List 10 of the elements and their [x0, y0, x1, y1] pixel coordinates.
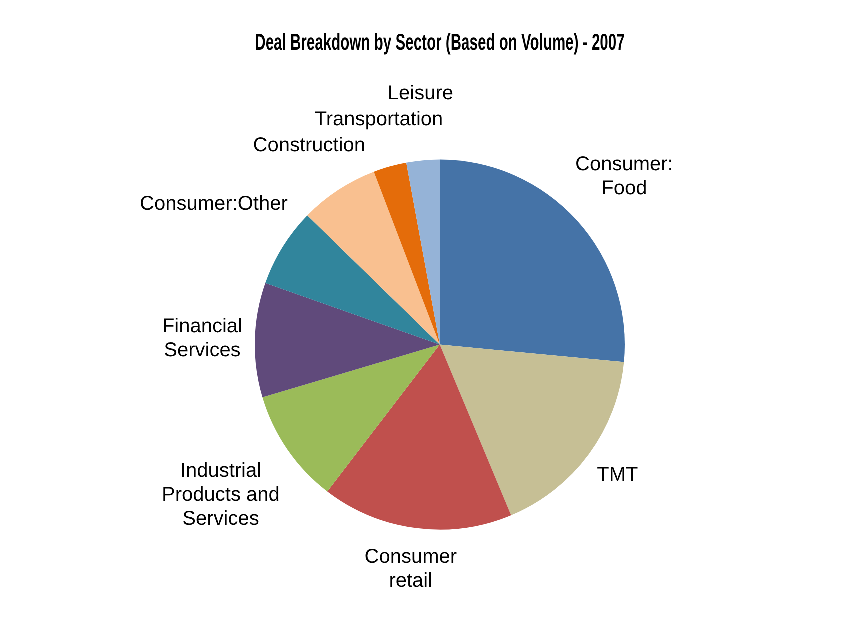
slice-label: Consumer: Food — [576, 154, 674, 200]
slice-label: Financial Services — [162, 315, 242, 362]
slice-label: Construction — [253, 134, 366, 157]
slice-label: Consumer:Other — [140, 192, 288, 215]
slice-label: Leisure — [388, 82, 454, 105]
slice-label: Transportation — [314, 108, 444, 131]
slice-label: Industrial Products and Services — [162, 460, 280, 530]
chart-title: Deal Breakdown by Sector (Based on Volume) - 2007 — [255, 30, 625, 56]
slice-label: TMT — [597, 464, 638, 486]
slice-label: Consumer retail — [364, 546, 458, 592]
